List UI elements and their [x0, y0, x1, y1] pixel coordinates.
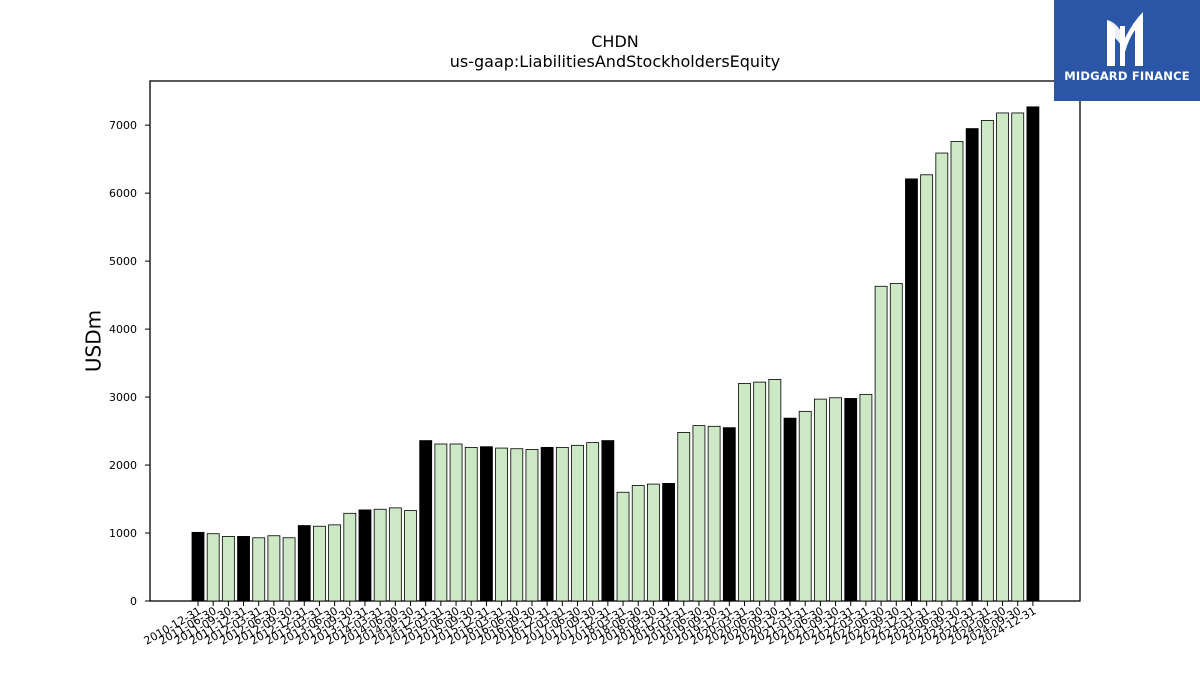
bar-2019-03-31 — [677, 432, 691, 602]
bar-2018-12-31 — [662, 483, 675, 602]
chart-title: CHDN — [591, 32, 639, 51]
y-axis: 0 1000 2000 3000 4000 5000 6000 7000 — [109, 119, 150, 608]
y-tick-label: 1000 — [109, 527, 137, 540]
bar-2019-09-30 — [707, 425, 721, 602]
bar-2015-06-30 — [449, 443, 463, 602]
bar-2016-06-30 — [510, 448, 524, 602]
bar-2017-03-31 — [555, 446, 569, 602]
plot-frame — [149, 80, 1081, 602]
bar-2024-09-30 — [1011, 112, 1025, 602]
bar-2015-03-31 — [434, 443, 448, 602]
bar-2015-09-30 — [464, 446, 478, 602]
bar-2010-12-31 — [191, 531, 205, 602]
bar-2018-09-30 — [647, 483, 660, 602]
bar-2019-06-30 — [692, 425, 706, 602]
bar-2021-06-30 — [813, 398, 827, 602]
bar-2012-09-30 — [282, 537, 296, 602]
bar-2020-09-30 — [768, 379, 782, 602]
brand-logo: MIDGARD FINANCE — [1054, 0, 1200, 101]
bar-2022-12-31 — [905, 178, 918, 602]
y-tick-label: 5000 — [109, 255, 137, 268]
bar-2023-12-31 — [965, 128, 979, 602]
bar-2011-12-31 — [237, 536, 250, 602]
bar-2013-09-30 — [343, 512, 357, 602]
bar-2014-06-30 — [388, 507, 402, 602]
bar-2019-12-31 — [722, 427, 736, 602]
bars-group — [191, 106, 1040, 602]
bar-2020-12-31 — [783, 417, 797, 602]
bar-2022-03-31 — [859, 393, 873, 602]
bar-2013-03-31 — [313, 525, 326, 602]
bar-2018-06-30 — [631, 485, 645, 602]
bar-2016-03-31 — [495, 447, 509, 602]
y-tick-label: 0 — [130, 595, 137, 608]
x-axis: 2010-12-312011-06-302011-09-302011-12-31… — [142, 601, 1038, 648]
bar-2023-03-31 — [920, 174, 934, 602]
y-tick-label: 6000 — [109, 187, 137, 200]
bar-2017-12-31 — [601, 440, 615, 602]
bar-2020-06-30 — [753, 381, 767, 602]
bar-2021-12-31 — [844, 398, 858, 602]
bar-2017-09-30 — [586, 442, 600, 602]
bar-2024-03-31 — [980, 120, 994, 602]
bar-2021-03-31 — [798, 410, 812, 602]
bar-2024-12-31 — [1026, 106, 1040, 602]
bar-2013-06-30 — [328, 524, 342, 602]
midgard-logo-icon — [1107, 12, 1143, 66]
y-axis-label: USDm — [82, 310, 106, 372]
y-tick-label: 3000 — [109, 391, 137, 404]
y-tick-label: 2000 — [109, 459, 137, 472]
bar-2020-03-31 — [738, 383, 751, 602]
bar-2015-12-31 — [480, 446, 493, 602]
bar-2014-12-31 — [419, 440, 433, 602]
bar-2023-06-30 — [935, 152, 949, 602]
bar-2012-03-31 — [252, 537, 266, 602]
bar-2024-06-30 — [996, 112, 1009, 602]
bar-2013-12-31 — [358, 509, 372, 602]
bar-2018-03-31 — [616, 491, 630, 602]
bar-2012-06-30 — [267, 535, 281, 602]
bar-2016-09-30 — [525, 449, 539, 602]
bar-2014-03-31 — [373, 508, 387, 602]
bar-2022-09-30 — [889, 283, 903, 602]
bar-2017-06-30 — [571, 444, 584, 602]
bar-2022-06-30 — [874, 285, 888, 602]
bar-2014-09-30 — [404, 510, 417, 602]
y-tick-label: 7000 — [109, 119, 137, 132]
y-tick-label: 4000 — [109, 323, 137, 336]
bar-2021-09-30 — [829, 397, 842, 602]
chart-subtitle: us-gaap:LiabilitiesAndStockholdersEquity — [449, 52, 781, 71]
bar-2016-12-31 — [540, 446, 554, 602]
logo-text: MIDGARD FINANCE — [1064, 69, 1190, 83]
bar-2012-12-31 — [297, 525, 311, 602]
bar-2023-09-30 — [950, 141, 964, 602]
bar-2011-06-30 — [206, 533, 220, 602]
bar-2011-09-30 — [221, 536, 235, 602]
